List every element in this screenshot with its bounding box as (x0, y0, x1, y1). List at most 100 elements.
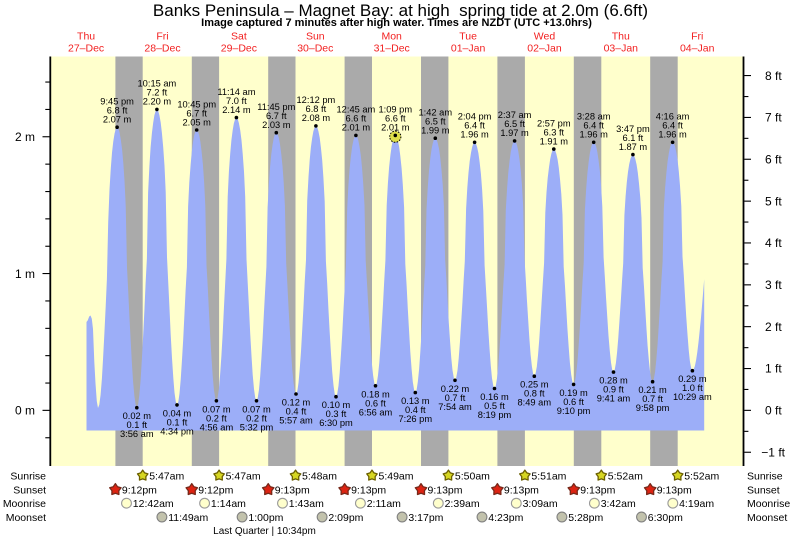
svg-text:6:30 pm: 6:30 pm (319, 418, 353, 428)
svg-text:Sunset: Sunset (13, 485, 46, 497)
svg-text:2:09pm: 2:09pm (328, 512, 363, 524)
svg-text:6:30pm: 6:30pm (648, 512, 683, 524)
svg-text:0.8 ft: 0.8 ft (524, 389, 545, 399)
svg-text:02–Jan: 02–Jan (527, 43, 562, 55)
svg-text:2.01 m: 2.01 m (381, 123, 410, 133)
svg-text:0.6 ft: 0.6 ft (563, 397, 584, 407)
svg-text:Sunrise: Sunrise (747, 471, 783, 483)
svg-text:1:09 pm: 1:09 pm (379, 105, 413, 115)
svg-text:1:14am: 1:14am (211, 498, 246, 510)
svg-text:Sat: Sat (231, 31, 247, 43)
svg-text:2.05 m: 2.05 m (182, 117, 211, 127)
svg-text:0 ft: 0 ft (765, 404, 782, 418)
svg-text:0.28 m: 0.28 m (599, 376, 628, 386)
svg-text:10:45 pm: 10:45 pm (177, 99, 216, 109)
svg-text:0.4 ft: 0.4 ft (286, 407, 307, 417)
svg-text:7 ft: 7 ft (765, 111, 782, 125)
svg-text:12:45 am: 12:45 am (337, 105, 376, 115)
svg-text:0.29 m: 0.29 m (678, 374, 707, 384)
svg-text:Thu: Thu (612, 31, 630, 43)
svg-text:2.03 m: 2.03 m (262, 120, 291, 130)
svg-text:0.6 ft: 0.6 ft (365, 398, 386, 408)
svg-text:0.04 m: 0.04 m (163, 408, 192, 418)
svg-text:5:52am: 5:52am (684, 471, 719, 483)
svg-text:6.5 ft: 6.5 ft (425, 117, 446, 127)
svg-text:1.96 m: 1.96 m (658, 130, 687, 140)
svg-text:29–Dec: 29–Dec (221, 43, 257, 55)
svg-text:0.4 ft: 0.4 ft (405, 405, 426, 415)
svg-text:5:32 pm: 5:32 pm (240, 422, 274, 432)
svg-text:6.6 ft: 6.6 ft (385, 114, 406, 124)
svg-text:31–Dec: 31–Dec (374, 43, 410, 55)
svg-text:2:11am: 2:11am (367, 498, 401, 510)
svg-text:Wed: Wed (534, 31, 556, 43)
svg-text:6.4 ft: 6.4 ft (662, 121, 683, 131)
svg-text:4:23pm: 4:23pm (488, 512, 523, 524)
svg-text:9:10 pm: 9:10 pm (557, 406, 591, 416)
svg-text:5 ft: 5 ft (765, 194, 782, 208)
svg-text:7:54 am: 7:54 am (438, 402, 472, 412)
svg-text:2.14 m: 2.14 m (222, 105, 251, 115)
svg-text:9:13pm: 9:13pm (351, 485, 386, 497)
svg-text:6.7 ft: 6.7 ft (186, 108, 207, 118)
svg-text:2.20 m: 2.20 m (143, 97, 172, 107)
svg-text:9:45 pm: 9:45 pm (100, 97, 134, 107)
svg-text:1.87 m: 1.87 m (619, 142, 648, 152)
svg-text:10:29 am: 10:29 am (673, 392, 712, 402)
svg-text:4:19am: 4:19am (679, 498, 714, 510)
svg-text:5:28pm: 5:28pm (568, 512, 603, 524)
svg-text:5:51am: 5:51am (531, 471, 566, 483)
svg-text:0.7 ft: 0.7 ft (642, 394, 663, 404)
svg-text:9:41 am: 9:41 am (597, 394, 631, 404)
svg-text:0.07 m: 0.07 m (202, 404, 231, 414)
svg-text:6.4 ft: 6.4 ft (464, 121, 485, 131)
svg-text:3:09am: 3:09am (523, 498, 558, 510)
svg-text:2.08 m: 2.08 m (302, 113, 331, 123)
svg-text:5:47am: 5:47am (149, 471, 184, 483)
svg-text:28–Dec: 28–Dec (144, 43, 180, 55)
svg-text:1 ft: 1 ft (765, 362, 782, 376)
svg-text:0.1 ft: 0.1 ft (167, 417, 188, 427)
svg-text:8:49 am: 8:49 am (518, 398, 552, 408)
svg-text:0.7 ft: 0.7 ft (445, 393, 466, 403)
svg-text:0.1 ft: 0.1 ft (126, 420, 147, 430)
svg-text:10:15 am: 10:15 am (138, 79, 177, 89)
svg-text:6.7 ft: 6.7 ft (266, 111, 287, 121)
svg-text:1.91 m: 1.91 m (540, 136, 569, 146)
svg-text:1:43am: 1:43am (289, 498, 324, 510)
svg-text:Sunrise: Sunrise (10, 471, 46, 483)
svg-text:5:47am: 5:47am (226, 471, 261, 483)
svg-text:Fri: Fri (156, 31, 168, 43)
svg-text:8:19 pm: 8:19 pm (478, 410, 512, 420)
svg-text:0.21 m: 0.21 m (638, 385, 667, 395)
svg-text:8 ft: 8 ft (765, 69, 782, 83)
svg-text:1.97 m: 1.97 m (500, 128, 529, 138)
svg-text:0.10 m: 0.10 m (322, 400, 351, 410)
svg-text:0.19 m: 0.19 m (559, 388, 588, 398)
svg-text:6.1 ft: 6.1 ft (623, 133, 644, 143)
svg-text:0.5 ft: 0.5 ft (484, 401, 505, 411)
svg-text:6.5 ft: 6.5 ft (504, 119, 525, 129)
svg-text:9:12pm: 9:12pm (198, 485, 233, 497)
svg-text:12:12 pm: 12:12 pm (297, 95, 336, 105)
svg-text:Mon: Mon (381, 31, 402, 43)
svg-text:0.9 ft: 0.9 ft (603, 385, 624, 395)
svg-text:Sun: Sun (306, 31, 325, 43)
svg-text:5:48am: 5:48am (302, 471, 337, 483)
svg-text:2 ft: 2 ft (765, 320, 782, 334)
svg-text:5:57 am: 5:57 am (279, 416, 313, 426)
svg-text:1:00pm: 1:00pm (248, 512, 283, 524)
svg-text:0.13 m: 0.13 m (401, 396, 430, 406)
svg-text:0.2 ft: 0.2 ft (246, 413, 267, 423)
svg-text:1.0 ft: 1.0 ft (682, 383, 703, 393)
svg-text:6 ft: 6 ft (765, 153, 782, 167)
svg-text:3:56 am: 3:56 am (120, 429, 154, 439)
svg-text:03–Jan: 03–Jan (604, 43, 639, 55)
svg-text:11:14 am: 11:14 am (217, 87, 255, 97)
svg-text:Tue: Tue (459, 31, 477, 43)
svg-text:04–Jan: 04–Jan (680, 43, 715, 55)
svg-text:Moonset: Moonset (6, 512, 46, 524)
svg-text:0.2 ft: 0.2 ft (206, 413, 227, 423)
svg-text:0.25 m: 0.25 m (520, 380, 549, 390)
svg-text:0.3 ft: 0.3 ft (326, 409, 347, 419)
